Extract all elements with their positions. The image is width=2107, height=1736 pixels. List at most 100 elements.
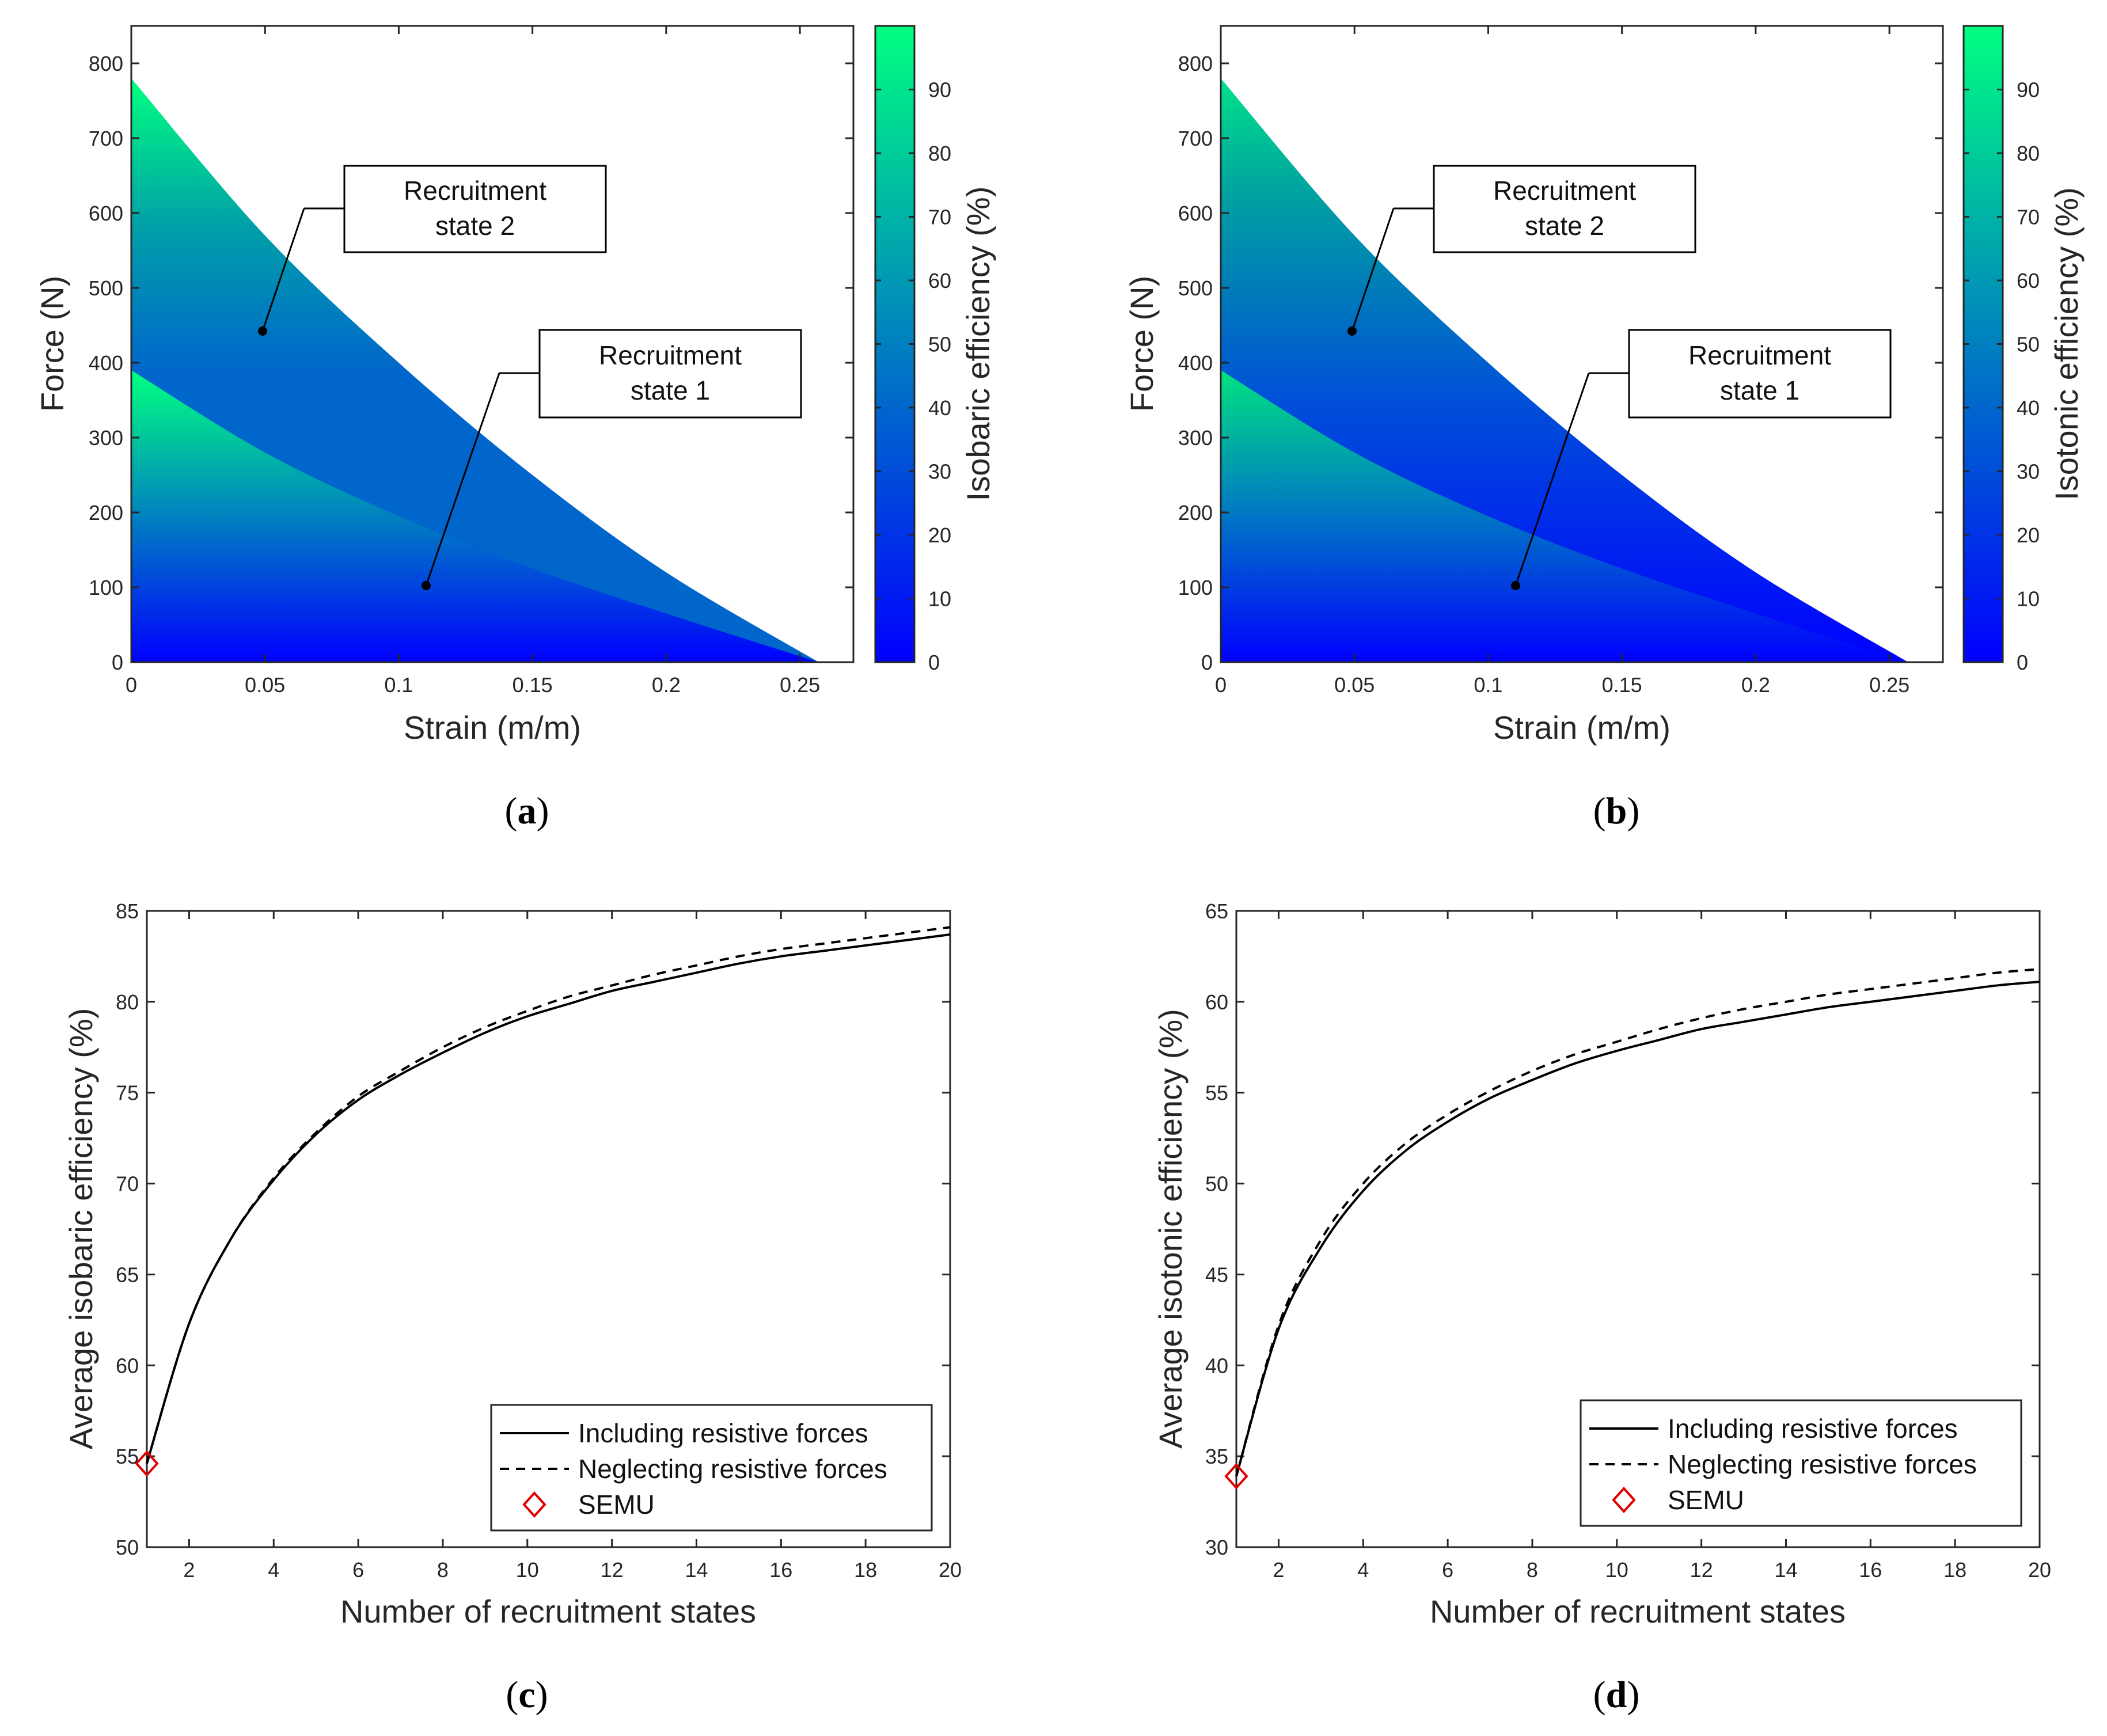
plot-frame [1235,910,2041,1548]
y-tick-label: 30 [1205,1536,1228,1559]
y-tick-label: 200 [1178,501,1213,525]
y-tick-label: 600 [89,202,123,225]
y-tick-label: 600 [1178,202,1213,225]
semu-marker [1224,1463,1248,1490]
y-tick-label: 700 [1178,127,1213,150]
x-axis-label: Strain (m/m) [404,709,581,746]
y-tick-label: 45 [1205,1263,1228,1286]
legend-entry-including: Including resistive forces [578,1418,868,1448]
colorbar-tick-label: 20 [2017,523,2040,547]
x-tick-label: 4 [1357,1558,1369,1582]
y-axis-label: Force (N) [34,276,70,412]
x-tick-label: 16 [769,1558,792,1582]
y-tick-label: 0 [112,651,123,674]
x-tick-label: 12 [601,1558,624,1582]
panel-label-d: (d) [1593,1674,1640,1716]
annotation-state-1-line2: state 1 [631,375,710,405]
x-tick-label: 0.15 [512,673,553,697]
colorbar-tick-label: 80 [2017,142,2040,165]
x-ticks: 0 0.05 0.1 0.15 0.2 0.25 [1215,26,1909,697]
y-tick-label: 400 [1178,351,1213,375]
colorbar-ticks: 0 10 20 30 40 50 60 70 80 90 [1964,78,2040,674]
y-tick-label: 65 [116,1263,139,1286]
colorbar-tick-label: 40 [2017,396,2040,420]
x-axis-label: Strain (m/m) [1493,709,1671,746]
colorbar-tick-label: 0 [2017,651,2028,674]
x-tick-label: 10 [516,1558,539,1582]
region-state-1 [131,370,819,662]
x-tick-label: 2 [1273,1558,1284,1582]
annotation-state-1-box [538,329,802,419]
colorbar-tick-label: 40 [928,396,951,420]
x-tick-label: 6 [352,1558,364,1582]
x-axis-label: Number of recruitment states [340,1593,756,1629]
panel-label-c: (c) [506,1674,548,1716]
annotation-state-1-leader [425,373,500,586]
y-tick-label: 500 [1178,276,1213,300]
x-tick-label: 20 [939,1558,962,1582]
legend-semu-diamond-icon [1612,1487,1636,1513]
legend-entry-neglecting: Neglecting resistive forces [578,1454,887,1484]
colorbar-ticks: 0 10 20 30 40 50 60 70 80 90 [875,78,951,674]
annotation-state-1-box [1628,329,1892,419]
annotation-state-2-line1: Recruitment [1493,176,1636,206]
y-tick-label: 50 [116,1536,139,1559]
x-tick-label: 16 [1859,1558,1882,1582]
legend: Including resistive forces Neglecting re… [1580,1399,2022,1527]
x-ticks: 2 4 6 8 10 12 14 16 18 20 [1273,911,2051,1582]
annotation-state-2-box [343,165,607,253]
colorbar-label: Isobaric efficiency (%) [960,187,996,502]
x-tick-label: 10 [1605,1558,1628,1582]
x-ticks: 2 4 6 8 10 12 14 16 18 20 [183,911,962,1582]
y-tick-label: 35 [1205,1445,1228,1468]
legend-entry-semu: SEMU [578,1490,655,1520]
colorbar-tick-label: 0 [928,651,940,674]
annotation-state-2-point [258,326,267,336]
annotation-state-1-line1: Recruitment [1688,340,1831,370]
annotation-state-1-line1: Recruitment [599,340,742,370]
x-tick-label: 0.25 [1869,673,1909,697]
y-axis-label: Force (N) [1123,276,1160,412]
colorbar-tick-label: 90 [2017,78,2040,102]
panel-c: 2 4 6 8 10 12 14 16 18 20 50 55 60 65 70 75 80 85 Number… [63,899,962,1716]
region-state-1 [1221,370,1908,662]
x-tick-label: 4 [268,1558,279,1582]
colorbar-tick-label: 60 [2017,269,2040,293]
annotation-state-2-line1: Recruitment [404,176,546,206]
x-tick-label: 2 [183,1558,195,1582]
colorbar-tick-label: 60 [928,269,951,293]
colorbar-tick-label: 50 [2017,333,2040,356]
colorbar-tick-label: 70 [928,206,951,229]
x-tick-label: 0.1 [1474,673,1502,697]
legend-entry-semu: SEMU [1668,1485,1744,1515]
x-tick-label: 18 [1943,1558,1966,1582]
panel-label-b: (b) [1593,790,1640,832]
x-ticks: 0 0.05 0.1 0.15 0.2 0.25 [126,26,820,697]
semu-marker-group [135,1450,159,1477]
colorbar-tick-label: 70 [2017,206,2040,229]
annotation-state-1-point [1511,581,1520,590]
x-tick-label: 0.2 [652,673,681,697]
y-tick-label: 0 [1201,651,1213,674]
x-tick-label: 18 [854,1558,877,1582]
y-tick-label: 100 [1178,576,1213,599]
y-tick-label: 75 [116,1081,139,1105]
plot-frame [1220,25,1944,663]
x-tick-label: 0.05 [1334,673,1375,697]
y-tick-label: 55 [1205,1081,1228,1105]
panel-b: 0 0.05 0.1 0.15 0.2 0.25 01002003004005006007… [1123,25,2085,832]
x-tick-label: 14 [685,1558,708,1582]
series-including-line [1235,981,2040,1477]
colorbar-tick-label: 50 [928,333,951,356]
x-tick-label: 12 [1690,1558,1713,1582]
y-tick-label: 80 [116,990,139,1014]
series-lines [146,926,951,1464]
x-tick-label: 0.15 [1602,673,1642,697]
y-tick-label: 55 [116,1445,139,1468]
y-tick-label: 800 [1178,52,1213,75]
colorbar-tick-label: 90 [928,78,951,102]
series-including-line [146,933,951,1464]
x-tick-label: 0 [126,673,137,697]
y-ticks: 0 100 200 300 400 500 600 700 800 [1178,52,1943,674]
